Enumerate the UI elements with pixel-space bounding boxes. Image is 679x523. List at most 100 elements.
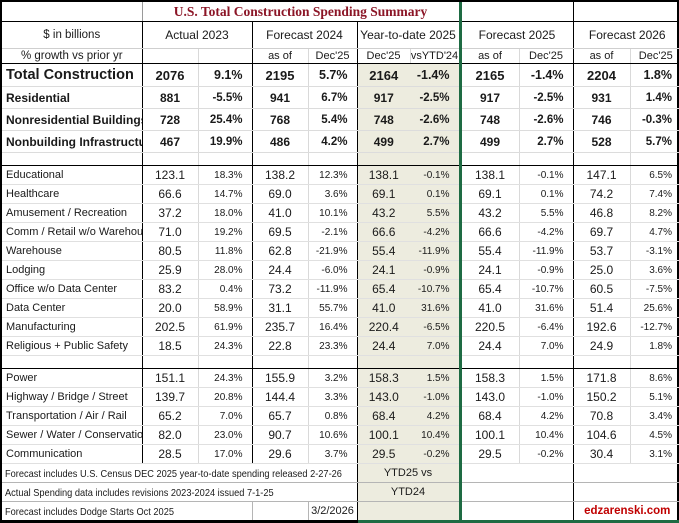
pct-cell: [308, 355, 358, 369]
value-cell: 138.2: [252, 165, 309, 185]
row-label: Highway / Bridge / Street: [2, 387, 143, 407]
value-cell: 768: [252, 108, 309, 131]
pct-cell: -0.2%: [410, 444, 462, 464]
pct-cell: 1.4%: [630, 86, 679, 109]
footnote: Forecast includes U.S. Census DEC 2025 y…: [2, 463, 358, 483]
row-label: Power: [2, 368, 143, 388]
value-cell: 202.5: [142, 317, 199, 337]
value-cell: 24.1: [357, 260, 410, 280]
value-cell: 143.0: [357, 387, 410, 407]
pct-cell: 4.2%: [308, 130, 358, 153]
pct-cell: 10.4%: [519, 425, 574, 445]
row-label: Warehouse: [2, 241, 143, 261]
value-cell: 18.5: [142, 336, 199, 356]
value-cell: 235.7: [252, 317, 309, 337]
pct-cell: -0.9%: [519, 260, 574, 280]
value-cell: 917: [460, 86, 520, 109]
ytd-compare-note: YTD24: [357, 482, 462, 502]
value-cell: 73.2: [252, 279, 309, 299]
value-cell: 66.6: [357, 222, 410, 242]
pct-cell: [410, 152, 462, 166]
pct-cell: 58.9%: [198, 298, 253, 318]
pct-cell: 1.8%: [630, 336, 679, 356]
value-cell: 24.1: [460, 260, 520, 280]
table-row: Warehouse 80.5 11.8% 62.8 -21.9% 55.4 -11.9% 55…: [2, 241, 679, 261]
pct-cell: 31.6%: [519, 298, 574, 318]
value-cell: 104.6: [573, 425, 631, 445]
pct-cell: 16.4%: [308, 317, 358, 337]
row-label: Data Center: [2, 298, 143, 318]
row-label: Office w/o Data Center: [2, 279, 143, 299]
value-cell: 941: [252, 86, 309, 109]
pct-cell: 1.5%: [410, 368, 462, 388]
value-cell: 60.5: [573, 279, 631, 299]
pct-cell: 31.6%: [410, 298, 462, 318]
value-cell: 138.1: [460, 165, 520, 185]
pct-cell: 7.4%: [630, 184, 679, 204]
pct-cell: 3.2%: [308, 368, 358, 388]
value-cell: 41.0: [460, 298, 520, 318]
pct-cell: -7.5%: [630, 279, 679, 299]
value-cell: 748: [357, 108, 410, 131]
pct-cell: 23.0%: [198, 425, 253, 445]
row-label: Transportation / Air / Rail: [2, 406, 143, 426]
pct-cell: 61.9%: [198, 317, 253, 337]
pct-cell: 23.3%: [308, 336, 358, 356]
value-cell: 139.7: [142, 387, 199, 407]
value-cell: [252, 152, 309, 166]
footnote-row: Forecast includes Dodge Starts Oct 2025 …: [2, 501, 679, 523]
footnote: Actual Spending data includes revisions …: [2, 482, 358, 502]
value-cell: [357, 152, 410, 166]
value-cell: 69.0: [252, 184, 309, 204]
value-cell: 151.1: [142, 368, 199, 388]
value-cell: 2195: [252, 63, 309, 87]
value-cell: 31.1: [252, 298, 309, 318]
table-row: Nonresidential Buildings 728 25.4% 768 5.4% 7…: [2, 108, 679, 131]
table-row: Communication 28.5 17.0% 29.6 3.7% 29.5 -0.2% 2…: [2, 444, 679, 464]
row-label: Educational: [2, 165, 143, 185]
pct-cell: 10.4%: [410, 425, 462, 445]
pct-cell: 8.6%: [630, 368, 679, 388]
table-row: Educational 123.1 18.3% 138.2 12.3% 138.1 -0.1…: [2, 165, 679, 185]
empty-cell: [573, 463, 679, 483]
empty-cell: [460, 501, 574, 523]
pct-cell: 2.7%: [410, 130, 462, 153]
site-link[interactable]: edzarenski.com: [573, 501, 679, 523]
pct-cell: -5.5%: [198, 86, 253, 109]
value-cell: 43.2: [460, 203, 520, 223]
pct-cell: -11.9%: [410, 241, 462, 261]
pct-cell: -10.7%: [410, 279, 462, 299]
pct-cell: -6.4%: [519, 317, 574, 337]
value-cell: 528: [573, 130, 631, 153]
subheader-cell: Dec'25: [308, 48, 358, 64]
value-cell: 69.7: [573, 222, 631, 242]
pct-cell: 6.5%: [630, 165, 679, 185]
col-group-forecast-2025: Forecast 2025: [460, 21, 574, 49]
pct-cell: 4.2%: [410, 406, 462, 426]
pct-cell: 0.8%: [308, 406, 358, 426]
spacer-row: [2, 152, 679, 166]
pct-cell: -11.9%: [519, 241, 574, 261]
value-cell: 728: [142, 108, 199, 131]
value-cell: 2204: [573, 63, 631, 87]
row-label: [2, 152, 143, 166]
value-cell: 55.4: [460, 241, 520, 261]
table-row: Sewer / Water / Conservation 82.0 23.0% 90.…: [2, 425, 679, 445]
pct-cell: -0.1%: [410, 165, 462, 185]
value-cell: 746: [573, 108, 631, 131]
pct-cell: -2.6%: [519, 108, 574, 131]
row-label: Total Construction: [2, 63, 143, 87]
value-cell: 65.7: [252, 406, 309, 426]
row-label: Communication: [2, 444, 143, 464]
ytd-compare-note: YTD25 vs: [357, 463, 462, 483]
pct-cell: 19.2%: [198, 222, 253, 242]
value-cell: 220.5: [460, 317, 520, 337]
pct-cell: -2.5%: [519, 86, 574, 109]
value-cell: 155.9: [252, 368, 309, 388]
pct-cell: 18.0%: [198, 203, 253, 223]
subheader-cell: as of: [252, 48, 309, 64]
value-cell: 24.4: [252, 260, 309, 280]
row-label: Sewer / Water / Conservation: [2, 425, 143, 445]
subheader-cell: [198, 48, 253, 64]
value-cell: 68.4: [357, 406, 410, 426]
